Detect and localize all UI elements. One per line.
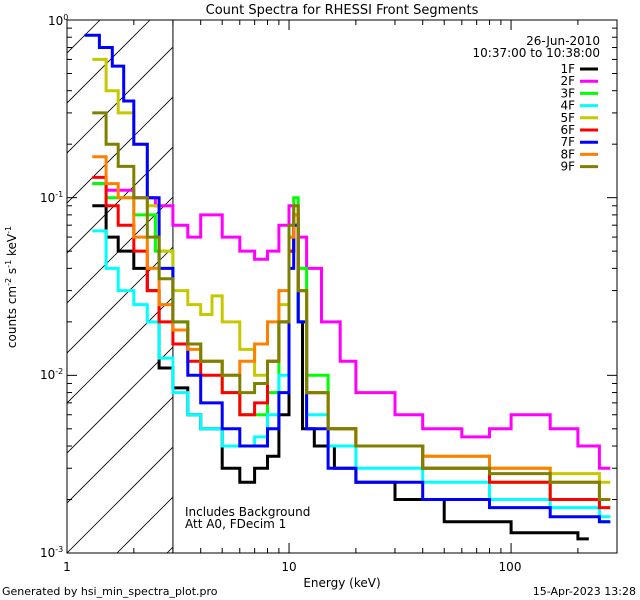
x-tick-label-10: 10	[281, 560, 296, 574]
series-line-8F	[92, 155, 611, 501]
chart-title: Count Spectra for RHESSI Front Segments	[206, 3, 479, 18]
legend-label-8F: 8F	[560, 147, 575, 161]
legend-label-3F: 3F	[560, 86, 575, 100]
series-line-1F	[92, 204, 589, 541]
annotation-background: Includes Background	[185, 505, 310, 519]
series-line-6F	[92, 175, 611, 510]
series-line-9F	[92, 111, 611, 501]
date-label: 26-Jun-2010	[526, 34, 600, 48]
legend-label-5F: 5F	[560, 111, 575, 125]
footer-generator: Generated by hsi_min_spectra_plot.pro	[2, 585, 218, 598]
x-axis-label: Energy (keV)	[303, 576, 380, 590]
y-tick-label-1e-3: 10-3	[40, 545, 63, 560]
legend-label-4F: 4F	[560, 99, 575, 113]
y-axis-label: counts cm-2 s-1 keV-1	[4, 226, 19, 348]
hatch-line	[67, 246, 173, 354]
legend-label-7F: 7F	[560, 135, 575, 149]
series-line-5F	[92, 57, 611, 484]
series-line-4F	[92, 213, 611, 519]
series-line-3F	[92, 182, 611, 524]
hatch-line	[67, 396, 173, 504]
series-line-7F	[84, 33, 611, 524]
axis-ticks	[66, 19, 618, 554]
y-tick-label-1e-2: 10-2	[40, 367, 63, 382]
series-layer	[84, 33, 611, 541]
x-tick-label-100: 100	[499, 560, 522, 574]
y-tick-label-1e-1: 10-1	[40, 190, 63, 205]
legend-label-9F: 9F	[560, 160, 575, 174]
time-range-label: 10:37:00 to 10:38:00	[473, 46, 600, 60]
legend-label-6F: 6F	[560, 123, 575, 137]
hatch-line	[67, 196, 173, 304]
hatch-line	[67, 96, 173, 204]
x-tick-label-1: 1	[63, 560, 71, 574]
y-tick-label-1e0: 100	[48, 13, 68, 28]
hatch-line	[67, 46, 173, 154]
annotation-attenuator: Att A0, FDecim 1	[185, 517, 286, 531]
plot-frame	[66, 19, 618, 554]
legend-label-1F: 1F	[560, 62, 575, 76]
footer-timestamp: 15-Apr-2023 13:28	[533, 585, 636, 598]
legend-label-2F: 2F	[560, 74, 575, 88]
hatch-line	[67, 446, 173, 553]
hatch-line	[67, 346, 173, 454]
series-line-2F	[92, 182, 611, 470]
